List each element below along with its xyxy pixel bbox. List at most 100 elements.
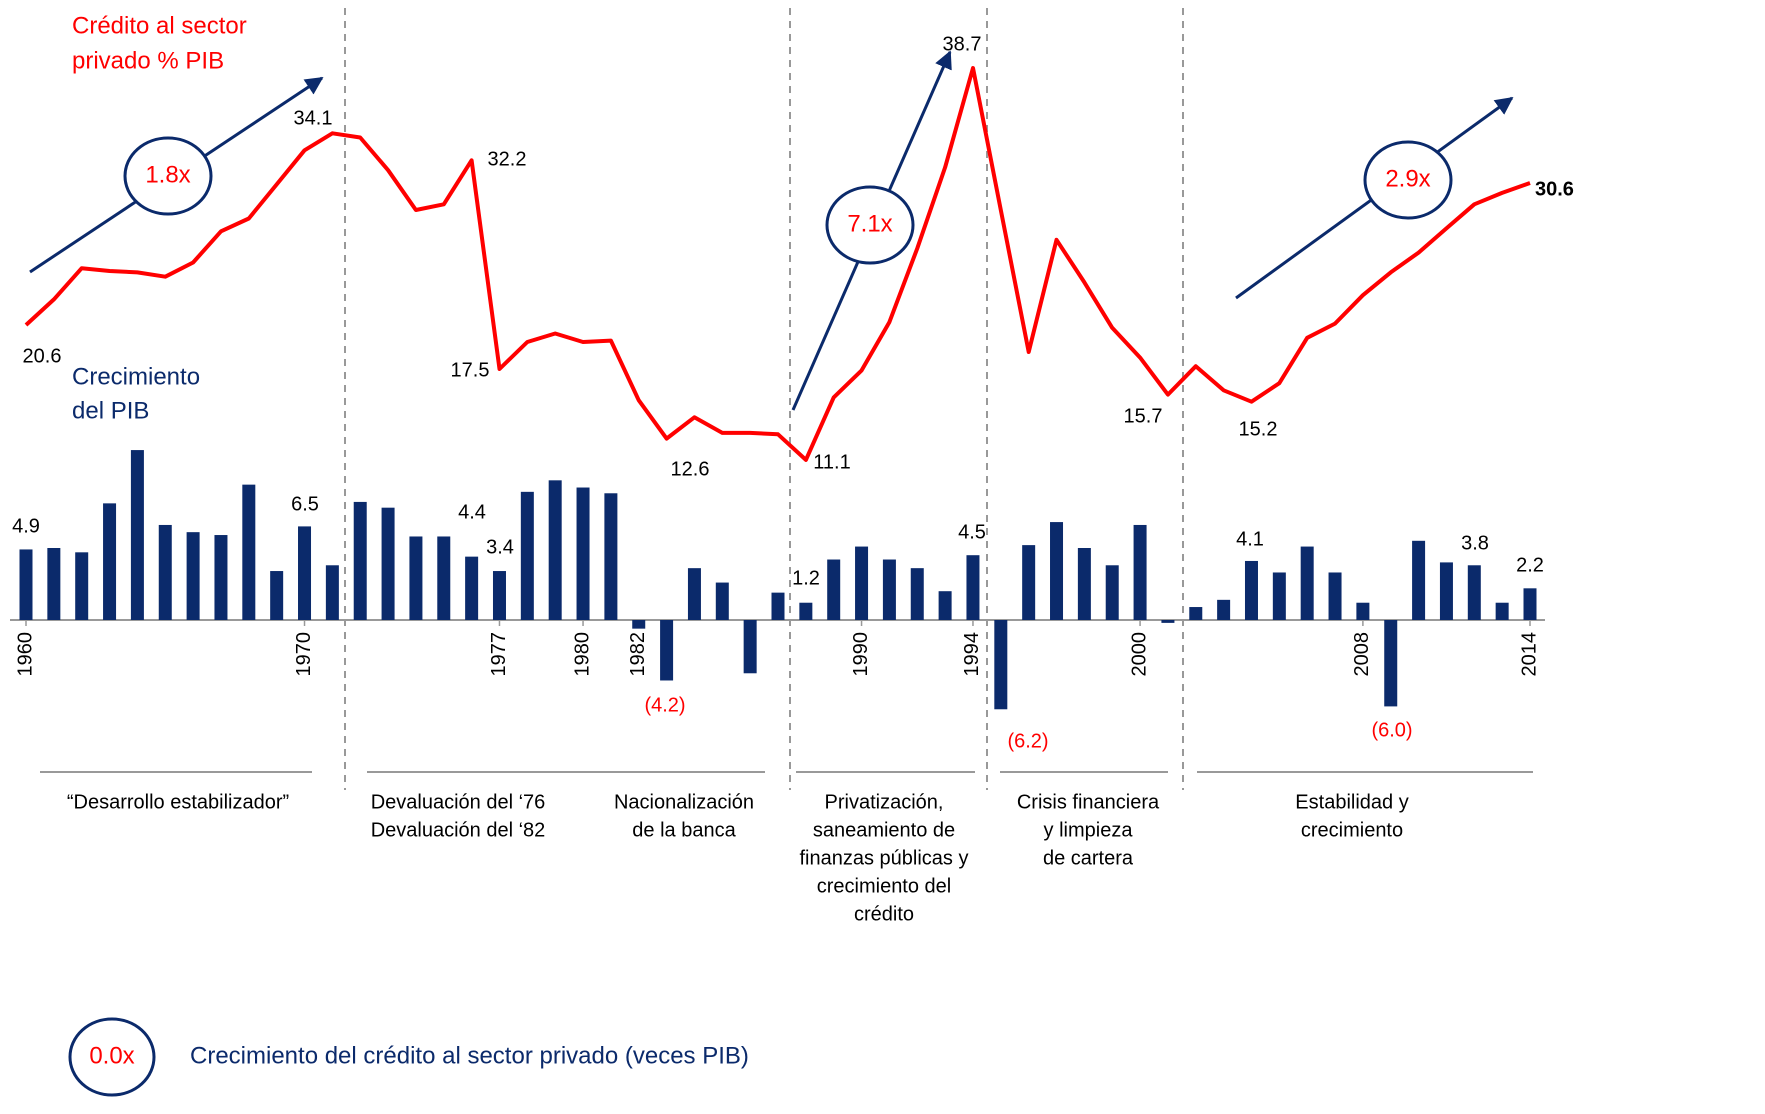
multiplier-ellipse <box>123 136 213 216</box>
bar <box>771 592 785 620</box>
data-label: 3.4 <box>486 536 514 558</box>
bar <box>75 552 89 620</box>
period-label: Crisis financiera <box>1017 791 1160 813</box>
bar <box>1105 565 1119 620</box>
x-tick-label: 1960 <box>14 632 36 677</box>
data-label: 20.6 <box>23 345 62 367</box>
bar <box>827 559 841 620</box>
x-tick-label: 1977 <box>488 632 510 677</box>
bar <box>1384 620 1398 707</box>
period-label: de la banca <box>632 819 736 841</box>
bar <box>103 503 117 620</box>
bar <box>353 501 367 620</box>
bar <box>1439 562 1453 620</box>
bar <box>130 450 144 620</box>
period-label: finanzas públicas y <box>800 847 969 869</box>
period-label: Nacionalización <box>614 791 754 813</box>
bar <box>437 536 451 620</box>
bar <box>1244 560 1258 620</box>
bar <box>381 507 395 620</box>
x-tick-label: 1980 <box>571 632 593 677</box>
bar <box>325 565 339 620</box>
bar <box>1328 572 1342 620</box>
bar <box>576 487 590 620</box>
bar <box>882 559 896 620</box>
data-label: (6.2) <box>1007 730 1048 752</box>
data-label: 15.7 <box>1124 405 1163 427</box>
bar <box>19 549 33 620</box>
bar <box>1217 599 1231 620</box>
period-label: Privatización, <box>825 791 944 813</box>
period-label: crédito <box>854 903 914 925</box>
data-label: 1.2 <box>792 567 820 589</box>
bar <box>158 524 172 620</box>
bar <box>966 555 980 620</box>
bar <box>855 546 869 620</box>
bar <box>1161 620 1175 623</box>
data-label: 11.1 <box>813 451 850 473</box>
period-label: saneamiento de <box>813 819 955 841</box>
bar <box>520 491 534 620</box>
data-label: 38.7 <box>943 33 982 55</box>
bar <box>1272 572 1286 620</box>
x-tick-label: 1990 <box>850 632 872 677</box>
bar <box>298 526 312 620</box>
bar <box>242 484 256 620</box>
data-label: 12.6 <box>671 458 710 480</box>
bar <box>1356 602 1370 620</box>
data-label: 30.6 <box>1535 178 1574 200</box>
x-tick-label: 2014 <box>1518 632 1540 677</box>
legend-symbol-label: 0.0x <box>89 1042 134 1069</box>
period-label: de cartera <box>1043 847 1134 869</box>
bar <box>1133 524 1147 620</box>
bar <box>632 620 646 629</box>
bar <box>1050 522 1064 620</box>
bar <box>994 620 1008 710</box>
data-label: (4.2) <box>644 694 685 716</box>
period-label: “Desarrollo estabilizador” <box>67 791 289 813</box>
series-label: del PIB <box>72 397 149 424</box>
bar <box>1467 565 1481 620</box>
bar <box>687 568 701 620</box>
bar <box>715 582 729 620</box>
bar <box>799 602 813 620</box>
data-label: 34.1 <box>294 107 333 129</box>
multiplier-label: 2.9x <box>1385 165 1430 192</box>
bar <box>186 532 200 620</box>
arrows <box>29 50 1514 411</box>
bar <box>47 548 61 620</box>
period-label: crecimiento del <box>817 875 952 897</box>
multiplier-label: 7.1x <box>847 210 892 237</box>
period-label: Estabilidad y <box>1295 791 1408 813</box>
bar <box>1077 548 1091 620</box>
data-label: 4.4 <box>458 501 486 523</box>
series-label: Crecimiento <box>72 363 200 390</box>
bar <box>1412 540 1426 620</box>
x-tick-label: 2000 <box>1128 632 1150 677</box>
bar <box>214 535 228 620</box>
x-tick-label: 2008 <box>1351 632 1373 677</box>
bar <box>1022 545 1036 620</box>
data-label: 4.5 <box>958 521 986 543</box>
bar <box>1495 602 1509 620</box>
data-label: 2.2 <box>1516 554 1544 576</box>
multiplier-ellipse <box>1363 140 1453 220</box>
x-tick-label: 1970 <box>293 632 315 677</box>
bar <box>1300 546 1314 620</box>
bar <box>660 620 674 681</box>
x-tick-label: 1982 <box>627 632 649 677</box>
multiplier-ellipse <box>825 185 915 265</box>
period-label: crecimiento <box>1301 819 1403 841</box>
bar <box>492 571 506 620</box>
bar <box>1189 607 1203 620</box>
period-label: Devaluación del ‘82 <box>371 819 546 841</box>
bar <box>270 571 284 620</box>
data-label: 15.2 <box>1239 418 1278 440</box>
data-label: 3.8 <box>1461 532 1489 554</box>
legend-text: Crecimiento del crédito al sector privad… <box>190 1042 749 1069</box>
multiplier-label: 1.8x <box>145 161 190 188</box>
data-label: 4.9 <box>12 515 40 537</box>
bar <box>548 480 562 620</box>
series-label: Crédito al sector <box>72 12 247 39</box>
